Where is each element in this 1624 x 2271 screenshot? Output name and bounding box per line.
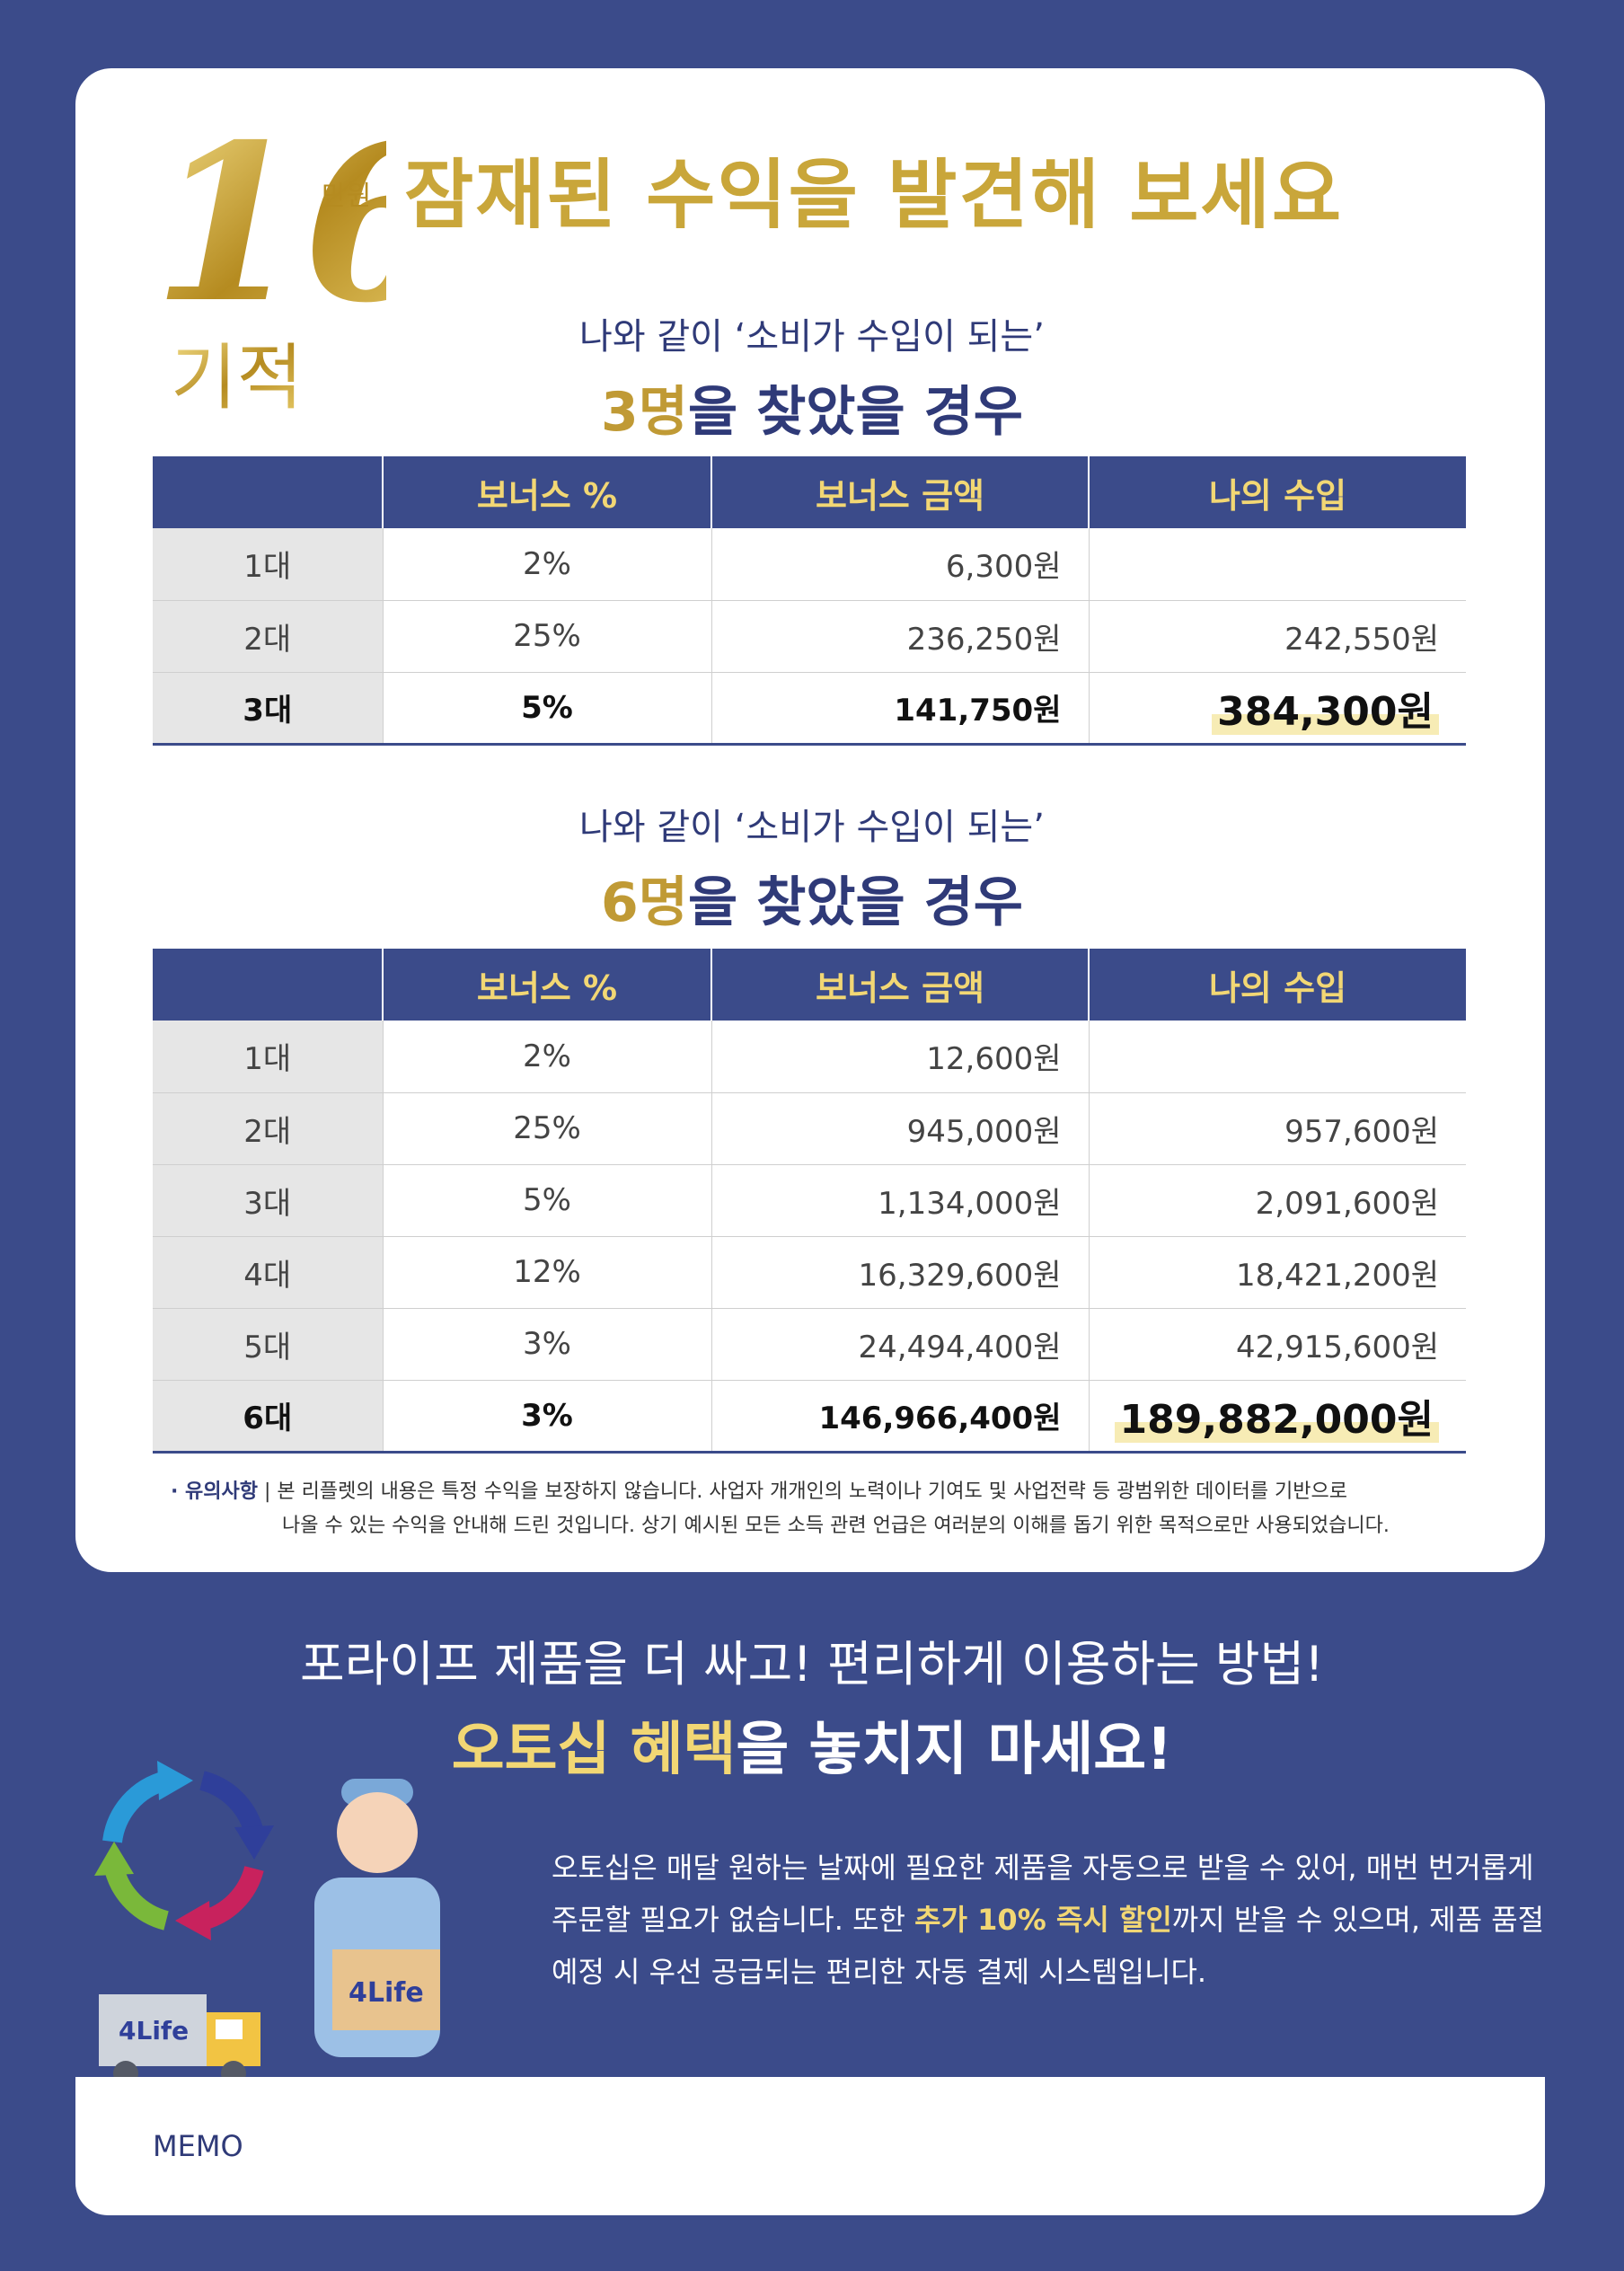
generation-cell: 1대 <box>153 528 384 601</box>
percent-cell: 2% <box>383 1021 712 1093</box>
disclaimer-line2: 나올 수 있는 수익을 안내해 드린 것입니다. 상기 예시된 모든 소득 관련… <box>282 1515 1390 1537</box>
table-row: 5대 3% 24,494,400원 42,915,600원 <box>153 1308 1466 1381</box>
memo-label: MEMO <box>153 2129 243 2163</box>
table-row: 4대 12% 16,329,600원 18,421,200원 <box>153 1236 1466 1309</box>
autoship-description: 오토십은 매달 원하는 날짜에 필요한 제품을 자동으로 받을 수 있어, 매번… <box>552 1842 1558 1998</box>
bonus-table-3: 보너스 % 보너스 금액 나의 수입 1대 2% 6,300원 2대 25% 2… <box>153 456 1466 746</box>
income-cell: 18,421,200원 <box>1089 1236 1466 1309</box>
income-cell: 42,915,600원 <box>1089 1308 1466 1381</box>
promo-line1: 포라이프 제품을 더 싸고! 편리하게 이용하는 방법! <box>300 1636 1324 1692</box>
generation-cell: 2대 <box>153 600 384 673</box>
table-row: 2대 25% 945,000원 957,600원 <box>153 1092 1466 1165</box>
amount-cell: 141,750원 <box>711 672 1090 746</box>
header-cell: 보너스 % <box>383 949 712 1021</box>
amount-cell: 12,600원 <box>711 1021 1090 1093</box>
income-cell: 2,091,600원 <box>1089 1164 1466 1237</box>
income-cell: 957,600원 <box>1089 1092 1466 1165</box>
income-cell: 242,550원 <box>1089 600 1466 673</box>
percent-cell: 25% <box>383 600 712 673</box>
table-row: 3대 5% 1,134,000원 2,091,600원 <box>153 1164 1466 1237</box>
header-cell <box>153 949 384 1021</box>
amount-cell: 146,966,400원 <box>711 1380 1090 1454</box>
section1-highlight: 3명 <box>601 381 688 444</box>
amount-cell: 16,329,600원 <box>711 1236 1090 1309</box>
section1-title-rest: 을 찾았을 경우 <box>687 381 1023 444</box>
table-header-row: 보너스 % 보너스 금액 나의 수입 <box>153 949 1466 1021</box>
income-total: 384,300원 <box>1212 688 1439 735</box>
percent-cell: 5% <box>383 672 712 746</box>
amount-cell: 6,300원 <box>711 528 1090 601</box>
income-total: 189,882,000원 <box>1114 1396 1439 1443</box>
truck-brand: 4Life <box>119 2016 189 2046</box>
header-cell: 보너스 % <box>383 456 712 528</box>
logo-word: 기적 <box>171 336 303 420</box>
header-cell <box>153 456 384 528</box>
generation-cell: 6대 <box>153 1380 384 1454</box>
recycle-arrows-icon <box>94 1761 274 1940</box>
percent-cell: 25% <box>383 1092 712 1165</box>
delivery-truck-icon: 4Life <box>99 1994 260 2086</box>
disclaimer-label: · 유의사항 <box>171 1480 258 1503</box>
box-brand: 4Life <box>349 1977 424 2009</box>
section2-title: 6명을 찾았을 경우 <box>0 859 1624 937</box>
table-row: 1대 2% 6,300원 <box>153 528 1466 601</box>
income-cell <box>1089 528 1466 601</box>
generation-cell: 1대 <box>153 1021 384 1093</box>
section2-highlight: 6명 <box>601 871 688 934</box>
amount-cell: 1,134,000원 <box>711 1164 1090 1237</box>
amount-cell: 945,000원 <box>711 1092 1090 1165</box>
generation-cell: 4대 <box>153 1236 384 1309</box>
promo-line2: 오토십 혜택을 놓치지 마세요! <box>0 1703 1624 1786</box>
disclaimer: · 유의사항 | 본 리플렛의 내용은 특정 수익을 보장하지 않습니다. 사업… <box>171 1475 1446 1543</box>
header-cell: 나의 수입 <box>1089 949 1466 1021</box>
logo-unit: 만원 <box>322 181 371 212</box>
memo-box[interactable]: MEMO <box>75 2077 1545 2215</box>
section2-title-rest: 을 찾았을 경우 <box>687 871 1023 934</box>
amount-cell: 24,494,400원 <box>711 1308 1090 1381</box>
generation-cell: 5대 <box>153 1308 384 1381</box>
table-row: 2대 25% 236,250원 242,550원 <box>153 600 1466 673</box>
header-cell: 보너스 금액 <box>711 456 1090 528</box>
income-cell <box>1089 1021 1466 1093</box>
description-part1: 오토십은 매달 원하는 날짜에 필요한 제품을 자동으로 받을 수 있어, 매번… <box>552 1851 1534 1937</box>
generation-cell: 2대 <box>153 1092 384 1165</box>
income-total-cell: 189,882,000원 <box>1089 1380 1466 1454</box>
table-header-row: 보너스 % 보너스 금액 나의 수입 <box>153 456 1466 528</box>
header-cell: 보너스 금액 <box>711 949 1090 1021</box>
description-highlight: 추가 10% 즉시 할인 <box>914 1903 1172 1937</box>
disclaimer-separator: | <box>263 1480 271 1503</box>
percent-cell: 2% <box>383 528 712 601</box>
table-row: 3대 5% 141,750원 384,300원 <box>153 672 1466 746</box>
amount-cell: 236,250원 <box>711 600 1090 673</box>
section2-subline: 나와 같이 ‘소비가 수입이 되는’ <box>579 807 1045 848</box>
income-total-cell: 384,300원 <box>1089 672 1466 746</box>
section1-title: 3명을 찾았을 경우 <box>0 368 1624 446</box>
percent-cell: 3% <box>383 1380 712 1454</box>
percent-cell: 5% <box>383 1164 712 1237</box>
delivery-man-icon: 4Life <box>314 1779 440 2057</box>
section1-subline: 나와 같이 ‘소비가 수입이 되는’ <box>579 316 1045 358</box>
bonus-table-6: 보너스 % 보너스 금액 나의 수입 1대 2% 12,600원 2대 25% … <box>153 949 1466 1454</box>
promo-rest: 을 놓치지 마세요! <box>736 1717 1173 1783</box>
disclaimer-line1: 본 리플렛의 내용은 특정 수익을 보장하지 않습니다. 사업자 개개인의 노력… <box>277 1480 1348 1503</box>
table-row: 1대 2% 12,600원 <box>153 1021 1466 1093</box>
description-part2: 까지 받을 수 있으며, 제품 품절 예정 시 우선 공급되는 편리한 자동 결… <box>552 1903 1545 1989</box>
promo-highlight: 오토십 혜택 <box>451 1717 737 1783</box>
percent-cell: 3% <box>383 1308 712 1381</box>
header-cell: 나의 수입 <box>1089 456 1466 528</box>
percent-cell: 12% <box>383 1236 712 1309</box>
table-row: 6대 3% 146,966,400원 189,882,000원 <box>153 1380 1466 1454</box>
generation-cell: 3대 <box>153 672 384 746</box>
page-headline: 잠재된 수익을 발견해 보세요 <box>404 151 1344 239</box>
generation-cell: 3대 <box>153 1164 384 1237</box>
autoship-illustration: 4Life 4Life <box>81 1761 548 2102</box>
